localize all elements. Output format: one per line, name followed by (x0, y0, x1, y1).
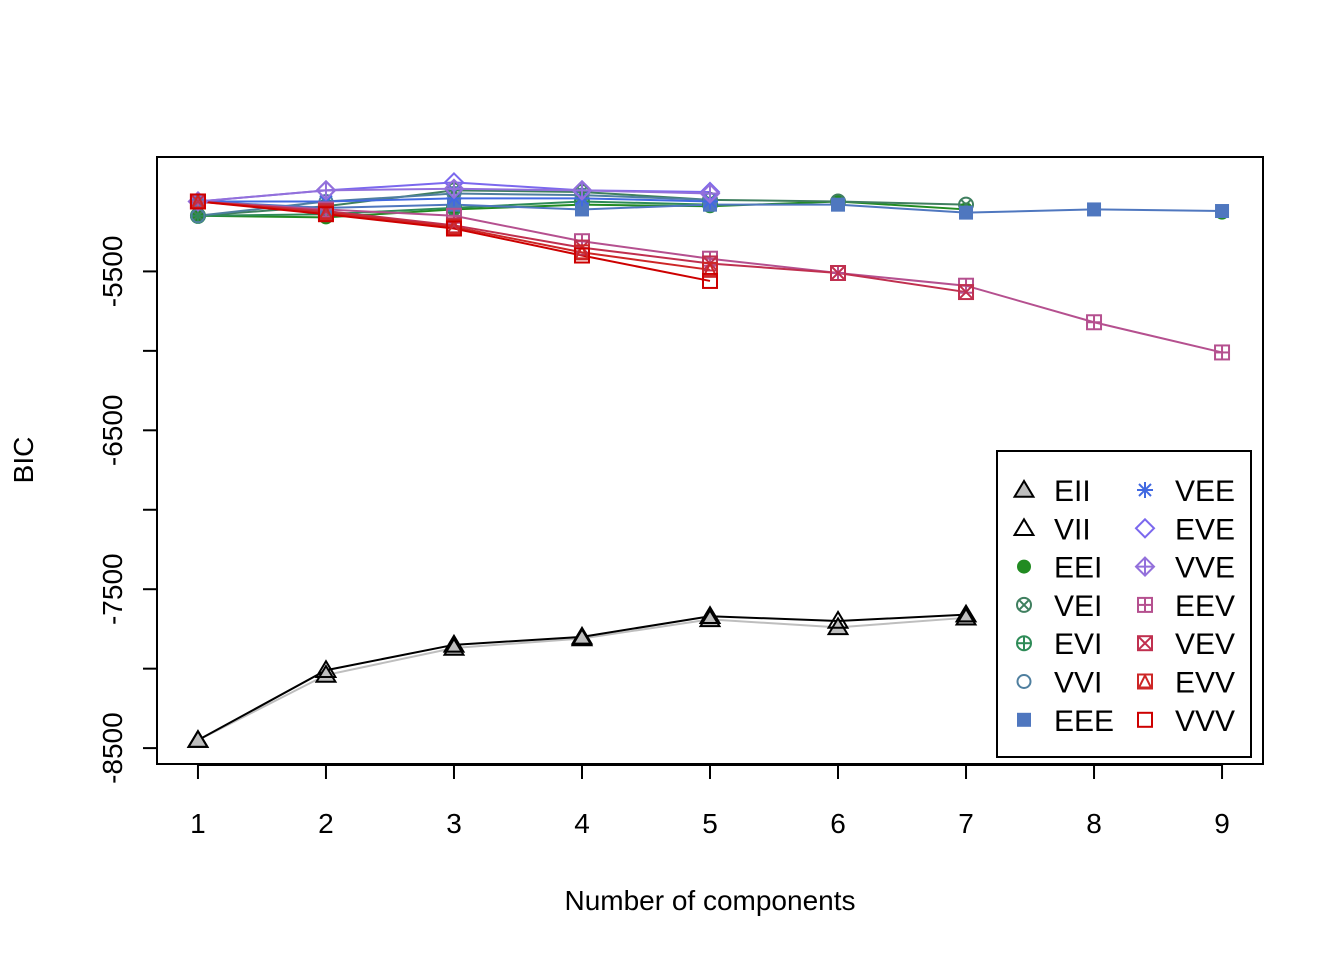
point-vii (570, 625, 594, 645)
point-eee (959, 205, 974, 220)
point-vvv (573, 247, 590, 264)
legend-label: VEI (1054, 590, 1102, 623)
point-vev (958, 284, 975, 301)
legend-label: VEE (1175, 475, 1235, 508)
legend-swatch-evv (1137, 673, 1153, 690)
legend-label: EEE (1054, 705, 1114, 738)
legend-label: EII (1054, 475, 1091, 508)
y-tick-label: -7500 (97, 553, 128, 625)
legend-swatch-vvv (1137, 711, 1153, 728)
point-vii (826, 610, 850, 629)
legend-item-vve: VVE (1134, 552, 1235, 585)
legend-swatch-vii (1012, 517, 1036, 537)
point-vve (315, 179, 337, 201)
series-points (186, 172, 1231, 748)
legend-label: VVI (1054, 667, 1102, 700)
legend: EII VII EEI VEI EVI VVI EEE VEE EVE VVE EEV VEV EVV V… (996, 450, 1252, 758)
y-tick-label: -6500 (97, 394, 128, 466)
point-vve (699, 183, 721, 204)
legend-swatch-vev (1137, 635, 1153, 652)
legend-label: VVE (1175, 552, 1235, 585)
x-tick-label: 7 (958, 808, 974, 839)
point-eii (826, 616, 850, 636)
point-vve (571, 179, 593, 201)
x-axis-label: Number of components (564, 885, 855, 916)
legend-item-vee: VEE (1137, 475, 1235, 508)
legend-label: EVI (1054, 628, 1102, 661)
point-eee (1087, 202, 1102, 217)
point-vve (443, 178, 465, 200)
legend-label: EVV (1175, 667, 1235, 700)
x-tick-label: 2 (318, 808, 334, 839)
legend-item-eee: EEE (1017, 705, 1114, 738)
legend-item-vei: VEI (1016, 590, 1102, 623)
legend-swatch-eee (1017, 712, 1031, 727)
legend-label: EEI (1054, 552, 1102, 585)
legend-box (996, 450, 1252, 758)
legend-swatch-eei (1017, 559, 1031, 574)
legend-swatch-eve (1134, 517, 1156, 539)
legend-item-evv: EVV (1137, 667, 1235, 700)
y-axis: -5500 -6500 -7500 -8500 (97, 236, 158, 784)
legend-label: EEV (1175, 590, 1235, 623)
point-vvv (189, 193, 206, 210)
series-line-vvv (197, 200, 711, 282)
legend-item-evi: EVI (1016, 628, 1102, 661)
point-vvv (702, 272, 718, 289)
x-tick-label: 6 (830, 808, 846, 839)
legend-label: VII (1054, 513, 1091, 546)
point-vvv (317, 206, 334, 223)
y-tick-label: -8500 (97, 712, 128, 784)
point-eev (1214, 344, 1231, 361)
legend-swatch-eii (1012, 479, 1036, 498)
legend-item-eii: EII (1012, 475, 1091, 508)
point-vii (314, 659, 338, 678)
point-eee (1215, 204, 1230, 219)
x-tick-label: 5 (702, 808, 718, 839)
legend-item-vii: VII (1012, 513, 1091, 546)
point-vii (954, 603, 978, 623)
point-vii (698, 605, 722, 624)
legend-item-eei: EEI (1017, 552, 1102, 585)
legend-swatch-vei (1016, 596, 1032, 613)
legend-swatch-eev (1137, 596, 1153, 613)
point-eee (831, 197, 846, 212)
x-tick-label: 1 (190, 808, 206, 839)
point-vvv (445, 220, 462, 237)
legend-label: VEV (1175, 628, 1235, 661)
point-eev (1086, 314, 1103, 331)
legend-swatch-vvi (1016, 674, 1032, 689)
legend-item-vvv: VVV (1137, 705, 1235, 738)
legend-label: VVV (1175, 705, 1235, 738)
legend-swatch-vve (1134, 556, 1156, 578)
series-line-evv (197, 200, 711, 271)
legend-item-vev: VEV (1137, 628, 1235, 661)
y-tick-label: -5500 (97, 236, 128, 308)
x-tick-label: 9 (1214, 808, 1230, 839)
y-axis-label: BIC (8, 437, 39, 484)
x-tick-label: 3 (446, 808, 462, 839)
point-eee (574, 202, 589, 217)
point-vev (830, 264, 847, 281)
x-axis: 1 2 3 4 5 6 7 8 9 (190, 764, 1230, 839)
x-tick-label: 4 (574, 808, 590, 839)
point-vii (186, 729, 210, 748)
point-evv (702, 261, 718, 278)
point-vii (442, 633, 466, 653)
x-tick-label: 8 (1086, 808, 1102, 839)
legend-item-eve: EVE (1134, 513, 1235, 546)
legend-item-vvi: VVI (1016, 667, 1102, 700)
legend-label: EVE (1175, 513, 1235, 546)
legend-item-eev: EEV (1137, 590, 1235, 623)
legend-swatch-evi (1016, 635, 1032, 652)
point-eii (186, 729, 210, 748)
legend-swatch-vee (1137, 482, 1153, 498)
